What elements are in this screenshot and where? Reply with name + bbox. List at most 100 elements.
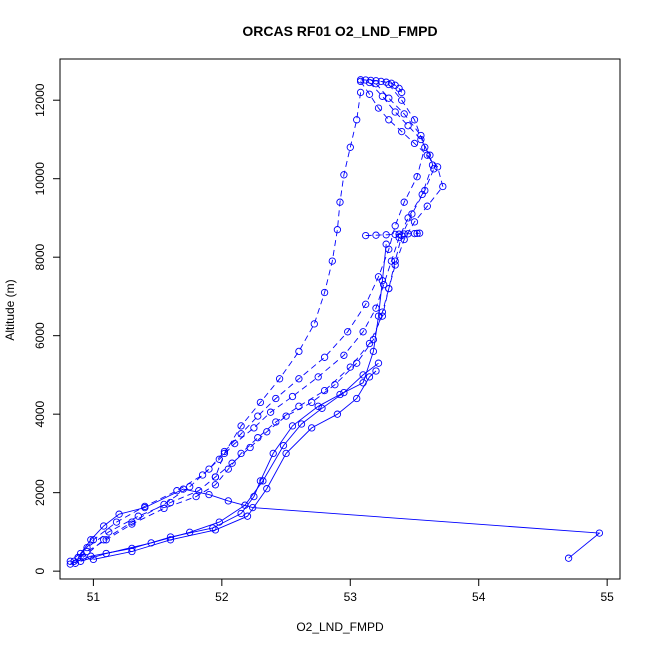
- data-point: [374, 104, 383, 112]
- data-point: [224, 497, 232, 505]
- data-point: [410, 218, 419, 226]
- data-point: [410, 139, 419, 148]
- data-point: [192, 492, 200, 501]
- data-point: [228, 459, 236, 467]
- data-point: [421, 143, 429, 151]
- data-point: [382, 231, 390, 239]
- data-point: [320, 353, 329, 361]
- data-point: [74, 553, 82, 562]
- data-point: [398, 88, 406, 97]
- data-point: [595, 529, 604, 537]
- data-point: [362, 300, 370, 308]
- data-point: [336, 390, 344, 399]
- data-point: [266, 408, 275, 416]
- y-tick-label: 12000: [33, 83, 47, 117]
- data-point: [391, 222, 399, 230]
- data-point: [105, 528, 113, 536]
- data-point: [418, 190, 426, 199]
- data-point: [430, 165, 438, 173]
- data-point: [369, 335, 378, 344]
- series-line-3: [80, 362, 379, 562]
- data-point: [372, 231, 380, 239]
- data-point: [282, 449, 290, 458]
- data-point: [340, 388, 348, 397]
- data-point: [404, 122, 412, 130]
- data-point: [66, 557, 74, 565]
- data-point: [166, 536, 175, 544]
- data-point: [295, 347, 303, 356]
- data-point: [353, 359, 361, 367]
- series-line-7: [77, 83, 433, 558]
- data-point: [362, 231, 370, 240]
- series-line-11: [360, 79, 403, 93]
- data-point: [400, 110, 408, 118]
- data-point: [372, 77, 380, 85]
- data-point: [344, 328, 352, 336]
- data-point: [417, 131, 425, 140]
- series-line-4: [93, 370, 377, 560]
- data-point: [391, 257, 399, 265]
- data-point: [211, 473, 220, 481]
- data-point: [243, 512, 252, 520]
- data-point: [279, 441, 288, 450]
- data-point: [254, 412, 262, 420]
- data-point: [256, 398, 265, 407]
- data-point: [353, 116, 361, 124]
- data-point: [400, 230, 408, 238]
- data-point: [362, 76, 370, 84]
- data-point: [340, 171, 348, 179]
- data-point: [83, 543, 91, 552]
- data-point: [398, 96, 406, 104]
- data-point: [372, 304, 380, 312]
- data-point: [387, 79, 396, 87]
- plot-frame: [59, 58, 621, 580]
- data-point: [395, 230, 403, 238]
- data-point: [385, 116, 393, 124]
- data-point: [413, 173, 421, 181]
- data-point: [102, 536, 110, 544]
- x-axis: 51 52 53 54 55: [87, 579, 614, 604]
- data-point: [259, 477, 267, 485]
- series-line-9: [214, 92, 362, 478]
- data-point: [115, 510, 123, 518]
- data-point: [128, 547, 136, 556]
- x-tick-label: 51: [87, 590, 101, 604]
- data-point: [333, 226, 342, 234]
- y-axis: 0 2000 4000 6000 8000 10000 12000: [33, 83, 60, 574]
- series-line-8: [82, 84, 426, 558]
- data-point: [237, 449, 245, 458]
- plot-area: [66, 76, 604, 568]
- data-point: [378, 308, 387, 316]
- data-point: [205, 490, 213, 499]
- data-point: [220, 447, 229, 456]
- data-point: [128, 520, 136, 528]
- data-point: [282, 412, 290, 420]
- data-point: [415, 229, 424, 237]
- data-point: [186, 483, 194, 491]
- data-point: [404, 214, 412, 222]
- x-tick-label: 54: [472, 590, 486, 604]
- data-point: [365, 339, 374, 348]
- y-tick-label: 0: [33, 567, 47, 574]
- data-point: [198, 471, 207, 479]
- data-point: [359, 371, 367, 379]
- data-point: [211, 481, 220, 489]
- data-point: [410, 116, 419, 124]
- data-point: [385, 245, 393, 253]
- data-point: [215, 518, 223, 526]
- data-point: [241, 501, 249, 509]
- data-point: [346, 143, 354, 151]
- y-tick-label: 8000: [33, 244, 47, 271]
- data-point: [340, 351, 348, 359]
- data-point: [439, 182, 447, 191]
- data-point: [374, 312, 383, 320]
- data-point: [250, 424, 258, 432]
- data-point: [275, 375, 284, 383]
- data-point: [365, 373, 374, 381]
- series-line-6: [70, 82, 435, 562]
- data-point: [288, 422, 297, 430]
- data-point: [365, 90, 374, 98]
- y-tick-label: 4000: [33, 400, 47, 427]
- data-point: [246, 443, 254, 452]
